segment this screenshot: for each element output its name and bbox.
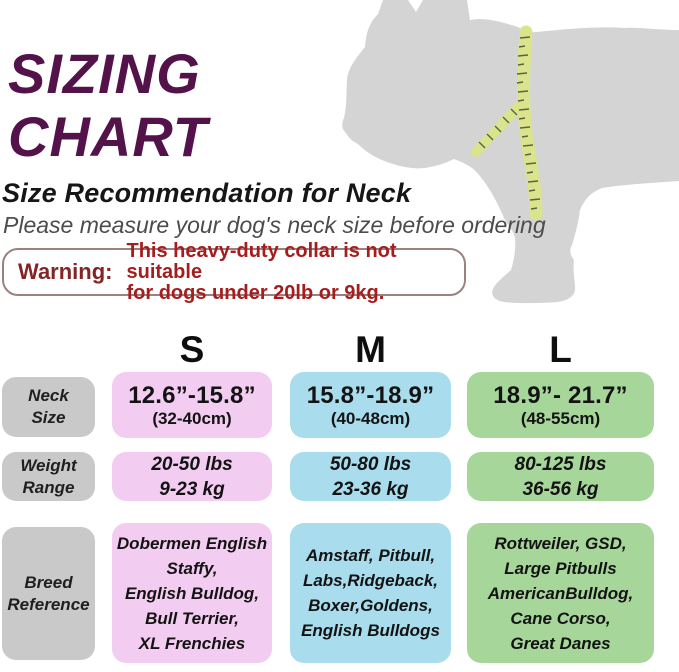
neck-range-l: 18.9”- 21.7” bbox=[493, 381, 628, 409]
cell-neck-size-l: 18.9”- 21.7” (48-55cm) bbox=[467, 372, 654, 438]
warning-box: Warning: This heavy-duty collar is not s… bbox=[2, 240, 466, 303]
cell-breed-reference-l: Rottweiler, GSD, Large Pitbulls American… bbox=[467, 523, 654, 663]
weight-m: 50-80 lbs 23-36 kg bbox=[329, 453, 412, 500]
row-label-breed-reference: Breed Reference bbox=[2, 527, 95, 660]
breeds-m: Amstaff, Pitbull, Labs,Ridgeback, Boxer,… bbox=[301, 546, 440, 640]
cell-neck-size-s: 12.6”-15.8” (32-40cm) bbox=[112, 372, 272, 438]
breeds-s: Dobermen English Staffy, English Bulldog… bbox=[116, 533, 268, 653]
neck-range-s: 12.6”-15.8” bbox=[128, 381, 256, 409]
section-heading: Size Recommendation for Neck bbox=[2, 178, 412, 208]
cell-weight-range-s: 20-50 lbs 9-23 kg bbox=[112, 452, 272, 501]
neck-cm-m: (40-48cm) bbox=[330, 408, 411, 428]
measure-instruction: Please measure your dog's neck size befo… bbox=[3, 212, 546, 238]
cell-weight-range-l: 80-125 lbs 36-56 kg bbox=[467, 452, 654, 501]
cell-weight-range-m: 50-80 lbs 23-36 kg bbox=[290, 452, 451, 501]
neck-cm-s: (32-40cm) bbox=[152, 408, 232, 428]
cell-breed-reference-m: Amstaff, Pitbull, Labs,Ridgeback, Boxer,… bbox=[290, 523, 451, 663]
row-label-weight-range: Weight Range bbox=[2, 452, 95, 501]
tape-tick-marks bbox=[478, 36, 541, 210]
warning-label: Warning: bbox=[18, 259, 113, 284]
breeds-l: Rottweiler, GSD, Large Pitbulls American… bbox=[487, 533, 634, 653]
size-header-s: S bbox=[179, 329, 205, 370]
neck-range-m: 15.8”-18.9” bbox=[306, 381, 435, 409]
weight-s: 20-50 lbs 9-23 kg bbox=[151, 453, 233, 500]
size-header-m: M bbox=[355, 329, 386, 370]
size-header-l: L bbox=[549, 329, 572, 370]
page-title: SIZING CHART bbox=[8, 42, 208, 168]
neck-cm-l: (48-55cm) bbox=[520, 408, 601, 428]
dog-silhouette bbox=[342, 0, 679, 304]
weight-l: 80-125 lbs 36-56 kg bbox=[514, 453, 607, 500]
dog-illustration bbox=[330, 0, 679, 320]
row-label-neck-size: Neck Size bbox=[2, 377, 95, 437]
warning-message: This heavy-duty collar is not suitable f… bbox=[126, 239, 397, 304]
cell-breed-reference-s: Dobermen English Staffy, English Bulldog… bbox=[112, 523, 272, 663]
cell-neck-size-m: 15.8”-18.9” (40-48cm) bbox=[290, 372, 451, 438]
